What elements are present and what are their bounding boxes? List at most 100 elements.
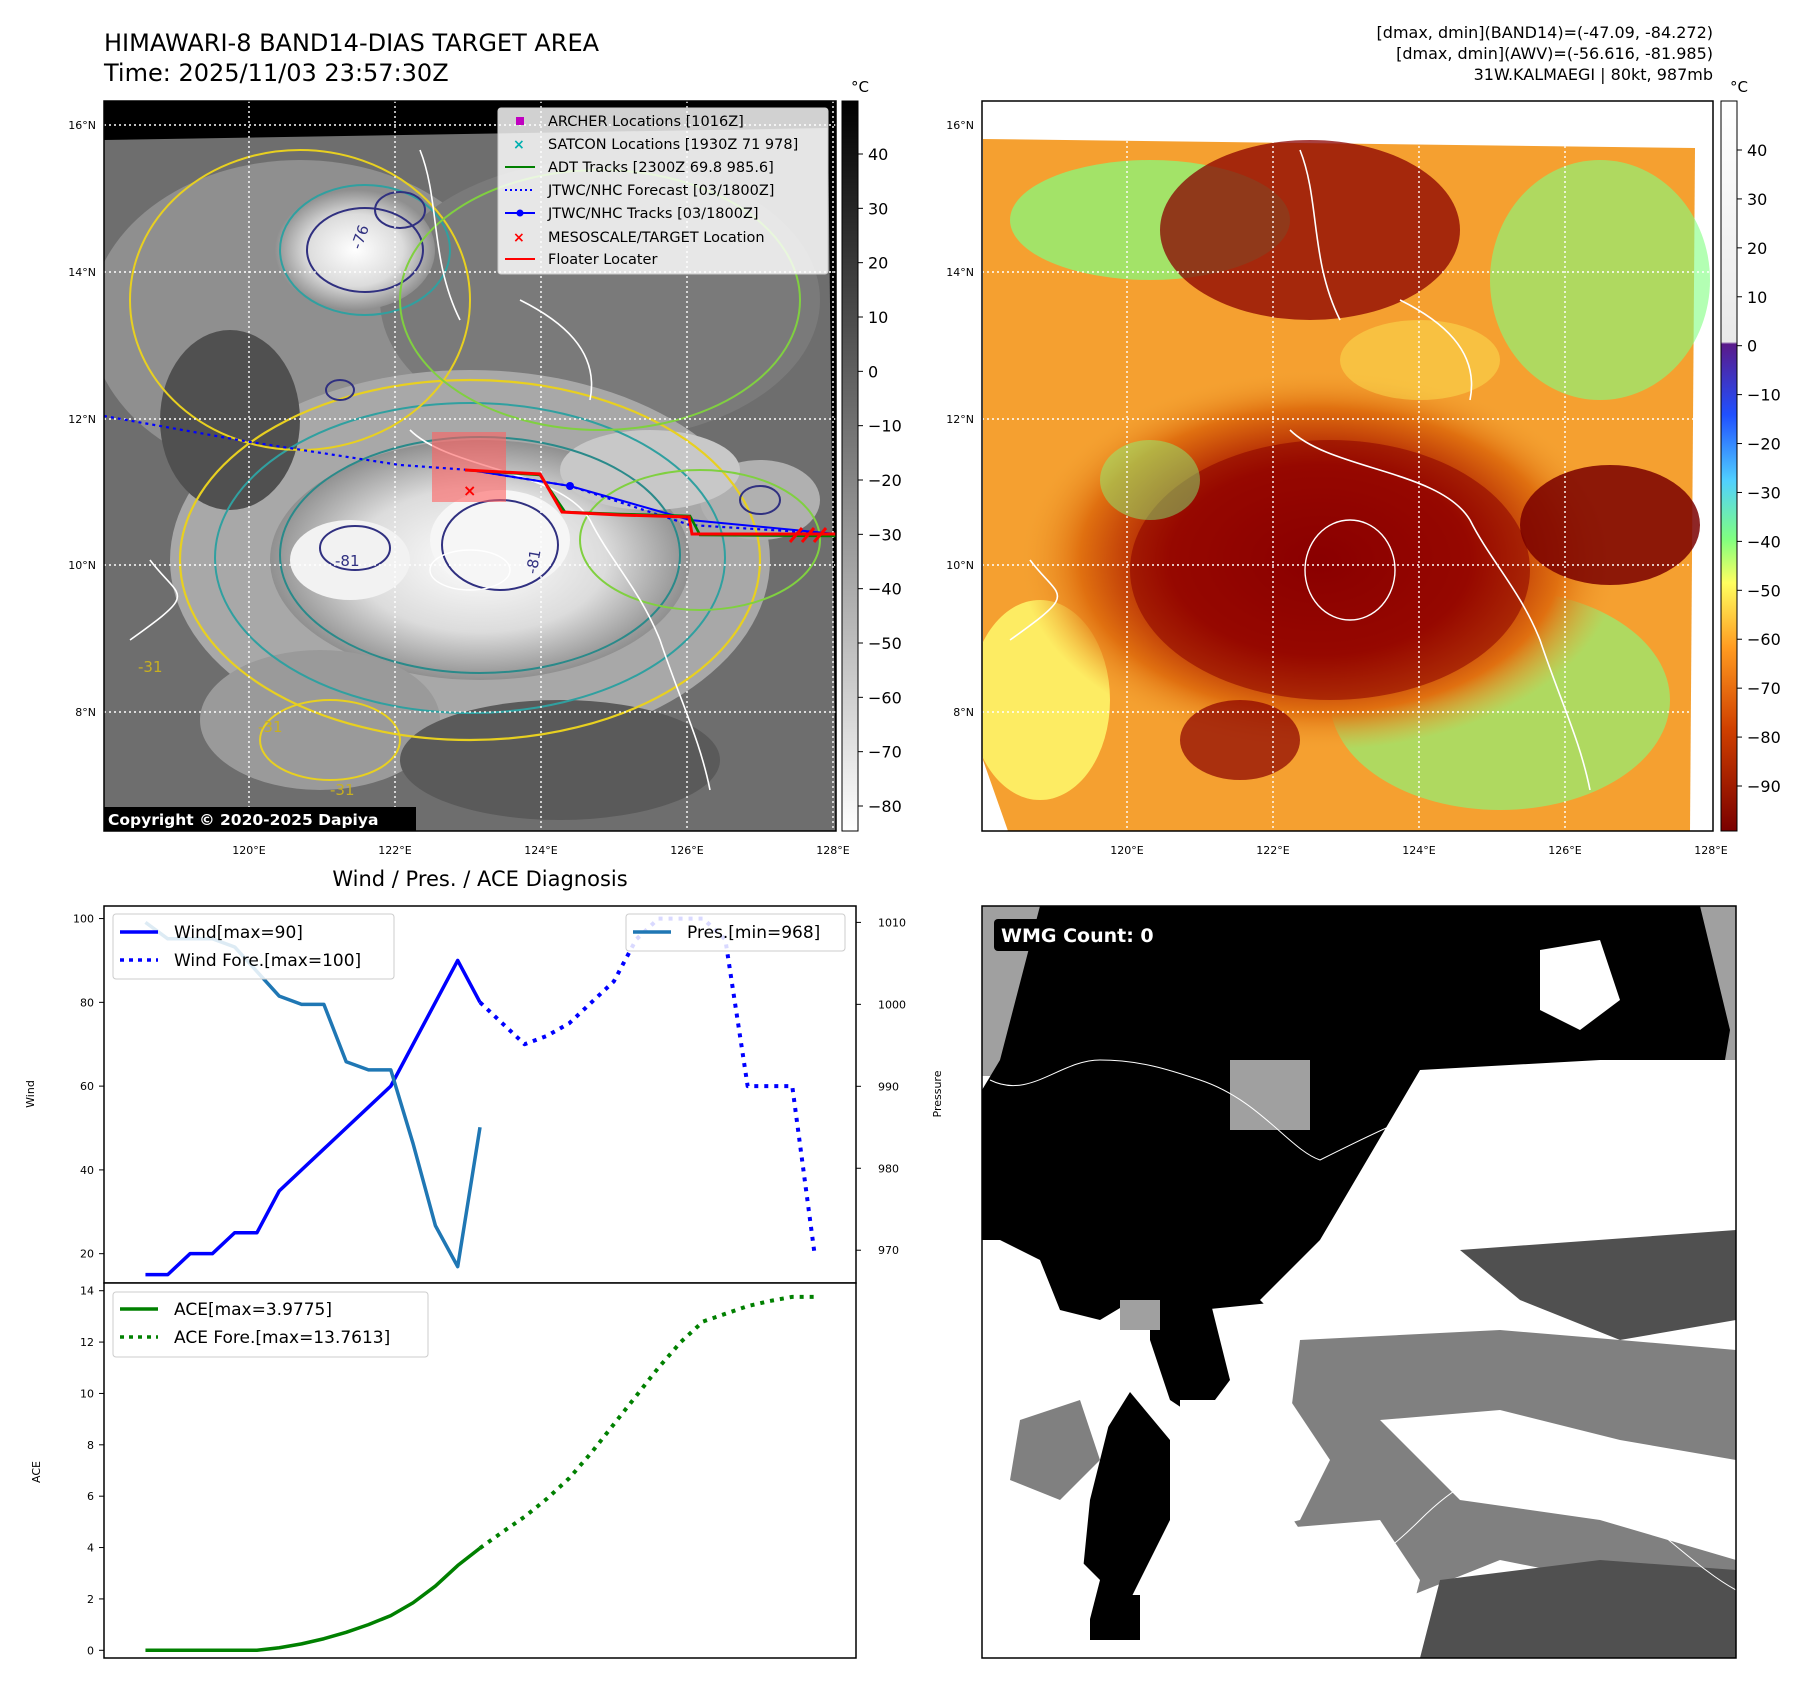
ir-contour-label: -81 <box>523 548 545 575</box>
wmg-imagery <box>982 906 1736 1658</box>
awv-lon-label: 126°E <box>1548 844 1581 857</box>
ir-colorbar-tick-label: 0 <box>868 362 878 381</box>
awv-colorbar-tick-label: 0 <box>1747 337 1757 356</box>
ir-lat-label: 16°N <box>68 119 96 132</box>
ir-contour-label: -31 <box>138 658 163 676</box>
ir-colorbar-tick-label: −60 <box>868 688 902 707</box>
wind-tick-label: 100 <box>73 913 94 926</box>
pressure-tick-label: 980 <box>878 1162 899 1175</box>
wind-legend-label: Wind[max=90] <box>174 923 303 943</box>
ir-legend-label: SATCON Locations [1930Z 71 978] <box>548 137 798 153</box>
ir-colorbar-tick-label: 30 <box>868 199 888 218</box>
ir-lat-label: 14°N <box>68 266 96 279</box>
ir-colorbar-tick-label: −50 <box>868 634 902 653</box>
ace-legend-label: ACE[max=3.9775] <box>174 1300 332 1320</box>
ir-lon-label: 126°E <box>670 844 703 857</box>
awv-colorbar-tick-label: −20 <box>1747 435 1781 454</box>
ir-imagery: × <box>104 101 836 831</box>
awv-colorbar-unit: °C <box>1730 78 1748 96</box>
awv-colorbar-tick-label: −60 <box>1747 630 1781 649</box>
archer-marker-icon <box>516 117 524 125</box>
pressure-tick-label: 970 <box>878 1244 899 1257</box>
awv-colorbar-tick-label: 10 <box>1747 288 1767 307</box>
info-line-band14: [dmax, dmin](BAND14)=(-47.09, -84.272) <box>1377 23 1713 42</box>
pres-legend-box <box>625 913 846 952</box>
wind-tick-label: 60 <box>80 1080 94 1093</box>
ir-legend-label: JTWC/NHC Forecast [03/1800Z] <box>547 183 774 199</box>
awv-colorbar-tick-label: −80 <box>1747 728 1781 747</box>
info-line-awv: [dmax, dmin](AWV)=(-56.616, -81.985) <box>1396 44 1713 63</box>
awv-lat-label: 16°N <box>946 119 974 132</box>
ir-legend: ARCHER Locations [1016Z] × SATCON Locati… <box>497 107 829 275</box>
ir-colorbar-strip <box>841 100 859 832</box>
wind-tick-label: 20 <box>80 1248 94 1261</box>
diagnosis-title: Wind / Pres. / ACE Diagnosis <box>332 867 627 891</box>
awv-colorbar-tick-label: −70 <box>1747 679 1781 698</box>
awv-lon-label: 122°E <box>1256 844 1289 857</box>
ir-lat-label: 8°N <box>75 706 96 719</box>
wind-legend-box <box>112 913 395 980</box>
ir-legend-label: MESOSCALE/TARGET Location <box>548 230 765 246</box>
ir-legend-label: ADT Tracks [2300Z 69.8 985.6] <box>548 160 774 176</box>
ir-colorbar-tick-label: 40 <box>868 145 888 164</box>
figure-title: HIMAWARI-8 BAND14-DIAS TARGET AREA <box>104 29 600 57</box>
ir-map-panel: × -81 -81 -76 -31 -31 -31 ARCHER Locatio… <box>68 100 850 857</box>
awv-lon-label: 120°E <box>1110 844 1143 857</box>
ace-series-0 <box>145 1546 482 1653</box>
info-line-storm: 31W.KALMAEGI | 80kt, 987mb <box>1474 65 1713 84</box>
ir-colorbar-unit: °C <box>851 78 869 96</box>
ir-colorbar-tick-label: −80 <box>868 797 902 816</box>
ir-colorbar: °C 40 30 20 10 0 −10 −20 −30 −40 −50 −60 −70 −80 <box>841 78 902 832</box>
pressure-tick-label: 1000 <box>878 998 906 1011</box>
wind-pres-series-0 <box>145 958 482 1277</box>
wind-axis-label: Wind <box>24 1080 37 1108</box>
ir-colorbar-tick-label: −20 <box>868 471 902 490</box>
awv-colorbar-tick-label: 40 <box>1747 141 1767 160</box>
awv-colorbar-tick-label: −30 <box>1747 483 1781 502</box>
ir-colorbar-tick-label: 10 <box>868 308 888 327</box>
awv-map-frame <box>981 100 1714 832</box>
awv-colorbar-tick-label: −40 <box>1747 532 1781 551</box>
wind-pres-chart: 20 40 60 80 100 970 980 990 1000 1010 Wind Pressu… <box>24 905 944 1284</box>
pressure-tick-label: 990 <box>878 1080 899 1093</box>
ace-axis-label: ACE <box>30 1461 43 1483</box>
target-location-marker: × <box>463 481 476 500</box>
ace-legend-label: ACE Fore.[max=13.7613] <box>174 1328 390 1348</box>
ir-lon-label: 122°E <box>378 844 411 857</box>
ace-chart: 0 2 4 6 8 10 12 14 ACE ACE[max=3.9775] ACE Fore… <box>30 1282 857 1659</box>
awv-colorbar-tick-label: 30 <box>1747 190 1767 209</box>
jtwc-best-track <box>469 469 836 535</box>
ir-lon-label: 120°E <box>232 844 265 857</box>
awv-lat-label: 8°N <box>953 706 974 719</box>
ir-colorbar-tick-label: −10 <box>868 417 902 436</box>
pressure-tick-label: 1010 <box>878 916 906 929</box>
awv-map-panel: 16°N 14°N 12°N 10°N 8°N 120°E 122°E 124°… <box>946 100 1728 857</box>
pressure-axis-label: Pressure <box>931 1070 944 1117</box>
awv-colorbar-strip <box>1720 100 1738 832</box>
floater-locater-track <box>464 468 836 536</box>
ace-tick-label: 6 <box>87 1490 94 1503</box>
copyright-box <box>104 807 416 831</box>
wmg-count-label: WMG Count: 0 <box>1001 925 1154 947</box>
ir-lon-label: 128°E <box>816 844 849 857</box>
awv-colorbar-tick-label: −50 <box>1747 581 1781 600</box>
ace-tick-label: 14 <box>80 1285 94 1298</box>
wmg-label-box <box>994 919 1172 951</box>
ir-colorbar-tick-label: −40 <box>868 580 902 599</box>
ir-colorbar-tick-label: 20 <box>868 254 888 273</box>
ir-legend-box <box>497 107 829 275</box>
awv-lon-label: 124°E <box>1402 844 1435 857</box>
awv-lat-label: 10°N <box>946 559 974 572</box>
pres-legend-label: Pres.[min=968] <box>687 923 820 943</box>
ir-colorbar-tick-label: −30 <box>868 525 902 544</box>
awv-lon-label: 128°E <box>1694 844 1727 857</box>
ir-colorbar-tick-label: −70 <box>868 743 902 762</box>
wind-tick-label: 80 <box>80 996 94 1009</box>
wmg-frame <box>981 905 1737 1659</box>
ir-lat-label: 10°N <box>68 559 96 572</box>
ir-contour-label: -31 <box>258 718 283 736</box>
wind-tick-label: 40 <box>80 1164 94 1177</box>
target-marker-icon: × <box>513 230 525 246</box>
ace-tick-label: 12 <box>80 1336 94 1349</box>
awv-imagery <box>982 101 1713 831</box>
